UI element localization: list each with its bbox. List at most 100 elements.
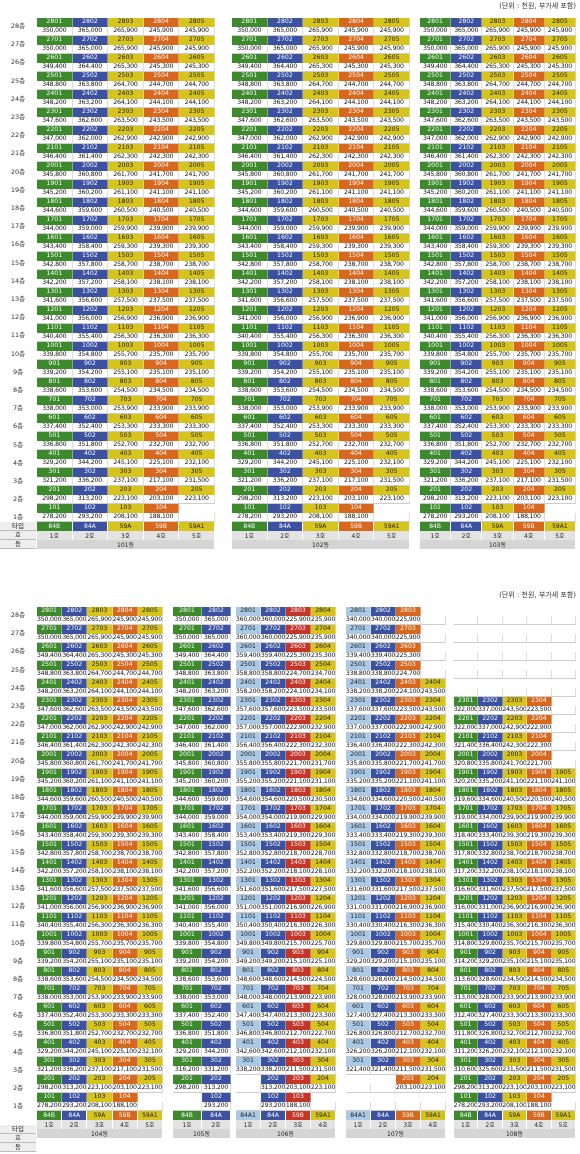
unit-number: 2503 bbox=[108, 72, 144, 81]
unit-price: 357,200 bbox=[62, 868, 88, 877]
unit-price: 244,700 bbox=[179, 81, 215, 90]
unit-number: 501 bbox=[420, 432, 452, 441]
unit-number: 1303 bbox=[502, 877, 528, 886]
unit-price: 245,900 bbox=[179, 45, 215, 54]
unit-ho: 4호 bbox=[338, 531, 375, 540]
unit-number: 2501 bbox=[346, 661, 371, 670]
unit-number: 1304 bbox=[513, 288, 545, 297]
legend-dong: 동 bbox=[0, 1143, 36, 1152]
unit-number: 102 bbox=[62, 1093, 88, 1102]
unit-number: 1905 bbox=[374, 180, 410, 189]
unit-price: 235,900 bbox=[311, 634, 336, 643]
unit-price: 354,200 bbox=[62, 958, 88, 967]
unit-number: 501 bbox=[37, 432, 73, 441]
unit-number: 202 bbox=[202, 1075, 231, 1084]
unit-price bbox=[478, 688, 503, 697]
unit-number: 1502 bbox=[478, 841, 503, 850]
unit-number: 1203 bbox=[286, 895, 311, 904]
unit-price: 328,000 bbox=[371, 994, 396, 1003]
unit-ho: 1호 bbox=[346, 1120, 371, 1129]
unit-number: 202 bbox=[261, 1075, 286, 1084]
unit-number: 2204 bbox=[143, 126, 180, 135]
unit-number: 2001 bbox=[232, 162, 268, 171]
floor-label: 22층 bbox=[10, 131, 26, 140]
unit-price: 236,300 bbox=[338, 333, 375, 342]
unit-price: 349,400 bbox=[173, 652, 202, 661]
unit-price: 326,200 bbox=[478, 1048, 503, 1057]
unit-number: 401 bbox=[37, 1039, 63, 1048]
unit-number: 804 bbox=[311, 967, 336, 976]
unit-price: 334,600 bbox=[371, 796, 396, 805]
unit-price bbox=[421, 616, 446, 625]
unit-number: 1905 bbox=[179, 180, 215, 189]
unit-number: 2002 bbox=[72, 162, 109, 171]
unit-number: 2703 bbox=[396, 625, 421, 634]
unit-number: 1504 bbox=[112, 841, 138, 850]
unit-price: 229,900 bbox=[311, 814, 336, 823]
unit-number bbox=[551, 643, 576, 652]
unit-price: 365,000 bbox=[62, 634, 88, 643]
unit-price: 241,700 bbox=[421, 760, 446, 769]
unit-number: 2302 bbox=[72, 108, 109, 117]
unit-price: 341,000 bbox=[37, 315, 73, 324]
unit-number: 1201 bbox=[454, 895, 479, 904]
unit-type: 84B bbox=[37, 1111, 63, 1120]
unit-price: 347,600 bbox=[173, 706, 202, 715]
unit-price: 359,000 bbox=[62, 814, 88, 823]
unit-price: 265,900 bbox=[108, 27, 144, 36]
unit-price: 337,400 bbox=[37, 1012, 63, 1021]
unit-price: 313,200 bbox=[202, 1084, 231, 1093]
unit-number: 303 bbox=[87, 1057, 113, 1066]
unit-price: 222,700 bbox=[311, 1030, 336, 1039]
unit-price: 237,100 bbox=[482, 477, 514, 486]
unit-number: 1202 bbox=[202, 895, 231, 904]
unit-price: 321,400 bbox=[454, 742, 479, 751]
unit-type: 84B bbox=[232, 522, 268, 531]
unit-price: 260,500 bbox=[482, 207, 514, 216]
unit-price: 234,700 bbox=[311, 670, 336, 679]
unit-number: 1001 bbox=[173, 931, 202, 940]
unit-number: 903 bbox=[502, 949, 528, 958]
unit-number: 1304 bbox=[338, 288, 375, 297]
unit-price: 239,900 bbox=[143, 225, 180, 234]
unit-price: 344,000 bbox=[37, 225, 73, 234]
unit-number: 1204 bbox=[527, 895, 552, 904]
unit-price: 238,100 bbox=[513, 279, 545, 288]
unit-price: 230,500 bbox=[311, 796, 336, 805]
unit-number: 1903 bbox=[108, 180, 144, 189]
unit-number: 1802 bbox=[261, 787, 286, 796]
unit-number: 2702 bbox=[261, 625, 286, 634]
unit-number: 701 bbox=[37, 396, 73, 405]
unit-price: 239,900 bbox=[374, 225, 410, 234]
unit-number: 1203 bbox=[108, 306, 144, 315]
unit-price: 242,900 bbox=[179, 135, 215, 144]
unit-price: 245,300 bbox=[112, 652, 138, 661]
unit-price: 354,800 bbox=[72, 351, 109, 360]
unit-number: 701 bbox=[232, 396, 268, 405]
unit-number: 1601 bbox=[454, 823, 479, 832]
unit-price: 343,400 bbox=[232, 243, 268, 252]
unit-price: 254,500 bbox=[303, 387, 339, 396]
unit-number: 1005 bbox=[179, 342, 215, 351]
unit-price: 238,100 bbox=[112, 868, 138, 877]
unit-number: 2505 bbox=[179, 72, 215, 81]
unit-price: 256,900 bbox=[108, 315, 144, 324]
unit-number: 1302 bbox=[371, 877, 396, 886]
unit-price: 360,000 bbox=[236, 616, 261, 625]
unit-price: 326,800 bbox=[346, 1030, 371, 1039]
unit-price: 235,700 bbox=[502, 940, 528, 949]
floor-label: 13층 bbox=[10, 884, 26, 892]
unit-number: 2204 bbox=[421, 715, 446, 724]
unit-number: 302 bbox=[72, 468, 109, 477]
unit-price: 256,900 bbox=[303, 315, 339, 324]
unit-number: 1204 bbox=[143, 306, 180, 315]
unit-number: 1402 bbox=[202, 859, 231, 868]
unit-number: 2403 bbox=[87, 679, 113, 688]
unit-number: 802 bbox=[478, 967, 503, 976]
unit-number: 805 bbox=[544, 378, 576, 387]
floor-label: 4층 bbox=[12, 1047, 24, 1056]
unit-price: 318,400 bbox=[454, 832, 479, 841]
unit-number: 601 bbox=[346, 1003, 371, 1012]
unit-number: 1102 bbox=[261, 913, 286, 922]
unit-price: 203,100 bbox=[338, 495, 375, 504]
